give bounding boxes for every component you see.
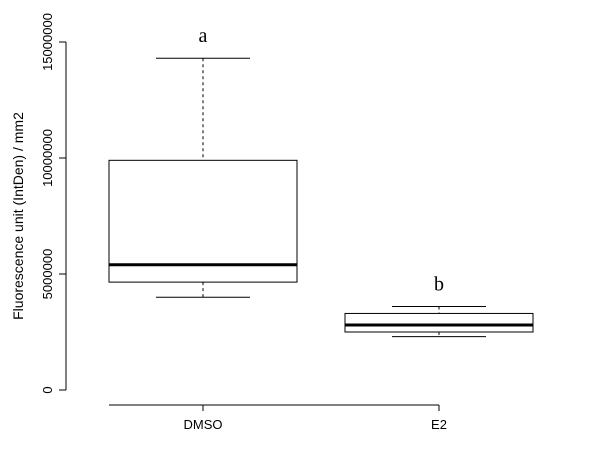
x-axis: DMSO E2 [109,404,447,432]
y-tick-group: 0 5000000 10000000 15000000 [40,13,66,394]
y-axis: 0 5000000 10000000 15000000 [40,13,67,394]
y-tick-label: 15000000 [40,13,55,71]
significance-letter: a [199,25,208,47]
y-tick-label: 5000000 [40,249,55,300]
box-e2: b [344,273,534,338]
box-group: ab [108,25,534,338]
y-tick-label: 0 [40,386,55,393]
y-tick-label: 10000000 [40,129,55,187]
significance-letter: b [434,273,444,295]
box-dmso: a [108,25,298,298]
x-tick-group: DMSO E2 [184,405,447,432]
box-iqr [344,312,534,333]
y-axis-label: Fluorescence unit (IntDen) / mm2 [10,112,26,320]
x-tick-label: E2 [431,417,447,432]
x-tick-label: DMSO [184,417,223,432]
box-iqr [108,159,298,283]
